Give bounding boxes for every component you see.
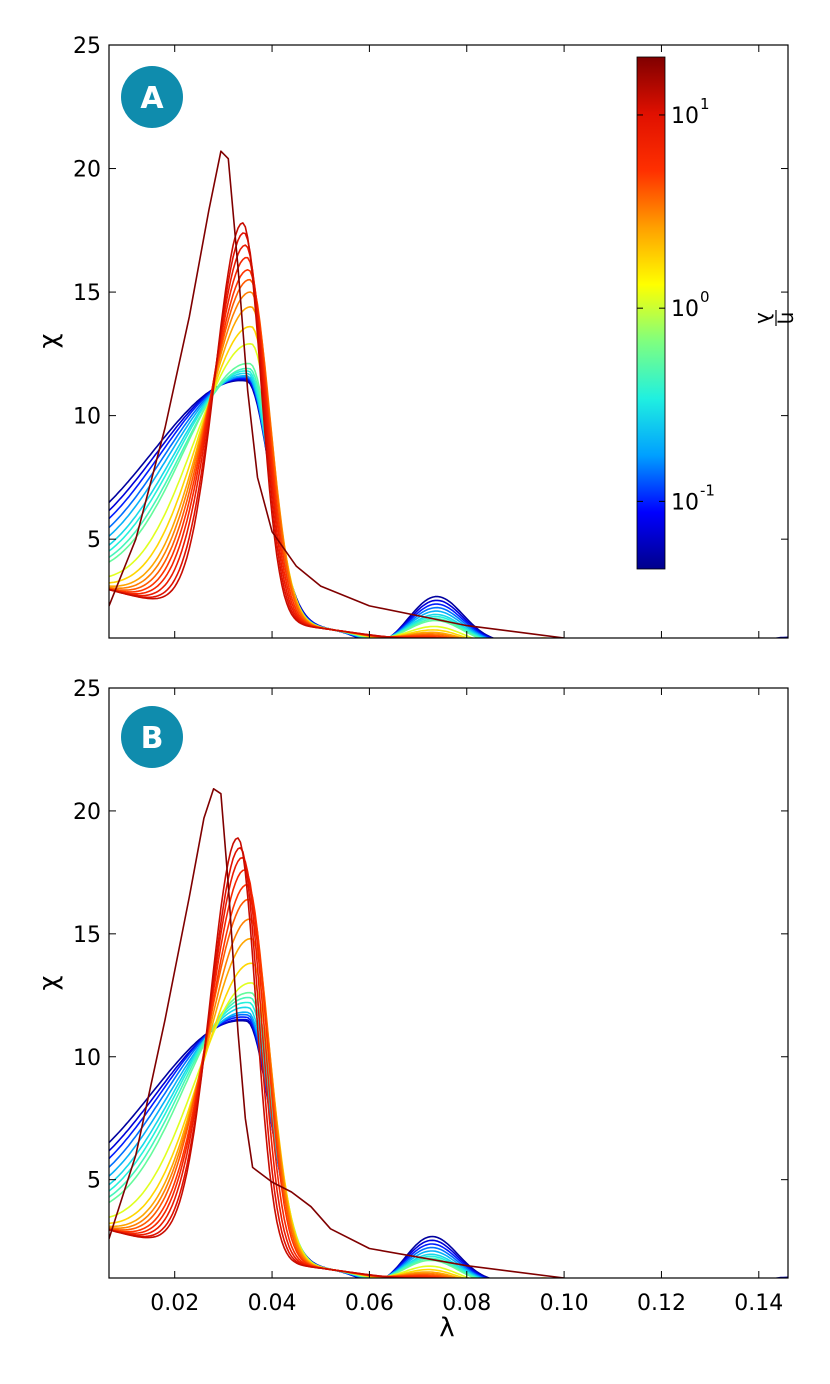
series-line (109, 982, 549, 1278)
series-line (109, 883, 449, 1278)
panel-a-frame (108, 44, 789, 639)
series-line (109, 869, 442, 1278)
series-line (109, 269, 452, 638)
series-line (109, 1018, 490, 1278)
y-tick-label: 20 (73, 158, 101, 183)
colorbar-tick-exponent: 1 (700, 95, 710, 113)
panel-b-curves (109, 788, 788, 1278)
colorbar-gradient (636, 56, 666, 570)
x-tick-label: 0.10 (540, 1291, 589, 1316)
series-line (109, 898, 454, 1278)
series-line (109, 291, 462, 638)
y-tick-label: 5 (87, 528, 101, 553)
y-tick-label: 10 (73, 405, 101, 430)
colorbar-tick-exponent: -1 (700, 481, 715, 499)
series-line (109, 150, 565, 638)
x-tick-label: 0.04 (248, 1291, 297, 1316)
y-tick-label: 15 (73, 923, 101, 948)
panel-a-badge-label: A (140, 81, 164, 116)
colorbar-tick-label: 10 (671, 104, 699, 129)
colorbar-label: η λ (753, 310, 801, 326)
series-line (109, 856, 432, 1278)
series-line (109, 788, 565, 1278)
series-line (109, 343, 549, 638)
series-line (109, 837, 411, 1278)
x-tick-label: 0.02 (150, 1291, 199, 1316)
series-line (109, 962, 550, 1278)
panel-b-badge: B (121, 706, 183, 768)
panel-a-badge: A (121, 66, 183, 128)
panel-b-ticks: 0.02 0.04 0.06 0.08 0.10 0.12 0.14 5 10 15 20 25 (73, 677, 788, 1316)
series-line (109, 362, 481, 638)
colorbar-tick-label: 10 (671, 297, 699, 322)
x-tick-label: 0.14 (734, 1291, 783, 1316)
x-tick-label: 0.12 (637, 1291, 686, 1316)
series-line (109, 1013, 486, 1278)
series-line (109, 937, 462, 1278)
y-tick-label: 20 (73, 800, 101, 825)
y-tick-label: 5 (87, 1169, 101, 1194)
series-line (109, 847, 419, 1278)
x-axis-label: λ (439, 1313, 454, 1343)
colorbar-tick-exponent: 0 (700, 288, 710, 306)
panel-b-badge-label: B (141, 721, 164, 756)
panel-b-frame (108, 687, 789, 1279)
series-line (109, 1001, 480, 1278)
y-tick-label: 15 (73, 281, 101, 306)
y-tick-label: 25 (73, 677, 101, 702)
series-line (109, 306, 466, 638)
y-tick-label: 10 (73, 1046, 101, 1071)
series-line (109, 278, 457, 638)
series-line (109, 222, 410, 638)
colorbar-tick-label: 10 (671, 490, 699, 515)
series-line (109, 918, 459, 1278)
series-line (109, 325, 550, 638)
series-line (109, 1016, 488, 1278)
panel-b-ylabel: χ (34, 975, 64, 990)
x-tick-label: 0.06 (345, 1291, 394, 1316)
colorbar-label-eta: η (777, 312, 801, 325)
panel-a-ylabel: χ (34, 333, 64, 348)
series-line (109, 1011, 484, 1278)
series-line (109, 1006, 482, 1278)
panel-a-curves (109, 150, 788, 638)
colorbar-label-lambda: λ (753, 312, 777, 324)
x-tick-label: 0.08 (442, 1291, 491, 1316)
y-tick-label: 25 (73, 34, 101, 59)
series-line (109, 256, 443, 638)
